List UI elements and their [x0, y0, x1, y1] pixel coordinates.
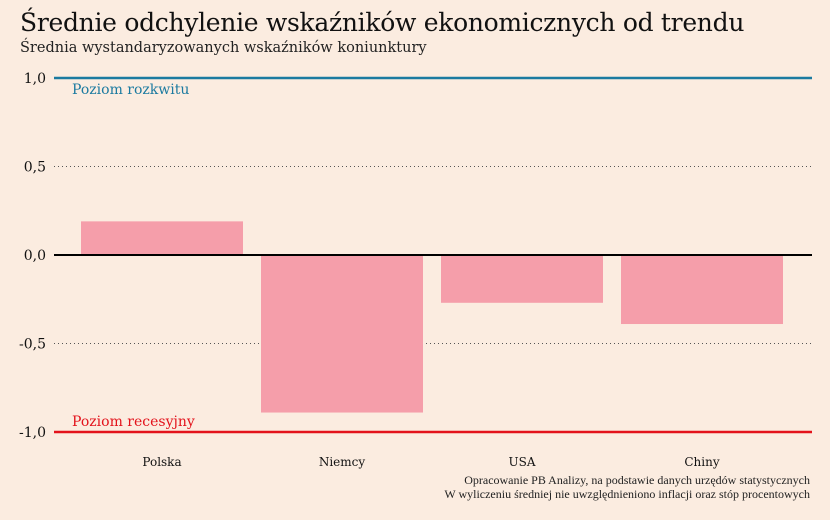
x-axis-categories: Polska Niemcy USA Chiny: [142, 455, 719, 469]
bar-chiny: [621, 255, 783, 325]
bar-polska: [81, 221, 243, 255]
chart-subtitle: Średnia wystandaryzowanych wskaźników ko…: [20, 40, 427, 56]
y-tick-label-2: 0,0: [24, 248, 46, 264]
source-line-0: Opracowanie PB Analizy, na podstawie dan…: [464, 473, 810, 487]
category-label-chiny: Chiny: [684, 455, 719, 469]
bar-usa: [441, 255, 603, 303]
y-tick-label-1: 0,5: [24, 160, 46, 176]
chart-title: Średnie odchylenie wskaźników ekonomiczn…: [20, 8, 745, 37]
y-tick-label-4: -1,0: [19, 425, 46, 441]
reference-lines: Poziom rozkwitu Poziom recesyjny: [54, 76, 812, 434]
category-label-polska: Polska: [142, 455, 181, 469]
source-line-1: W wyliczeniu średniej nie uwzględnienion…: [444, 487, 810, 501]
reference-label-0: Poziom rozkwitu: [72, 82, 189, 98]
reference-label-1: Poziom recesyjny: [72, 414, 195, 430]
y-tick-label-0: 1,0: [24, 71, 46, 87]
category-label-niemcy: Niemcy: [319, 455, 366, 469]
category-label-usa: USA: [509, 455, 536, 469]
bars: [81, 221, 783, 413]
y-axis-ticks: 1,0 0,5 0,0 -0,5 -1,0: [19, 71, 46, 441]
y-tick-label-3: -0,5: [19, 337, 46, 353]
source-note: Opracowanie PB Analizy, na podstawie dan…: [444, 473, 810, 501]
bar-niemcy: [261, 255, 423, 413]
